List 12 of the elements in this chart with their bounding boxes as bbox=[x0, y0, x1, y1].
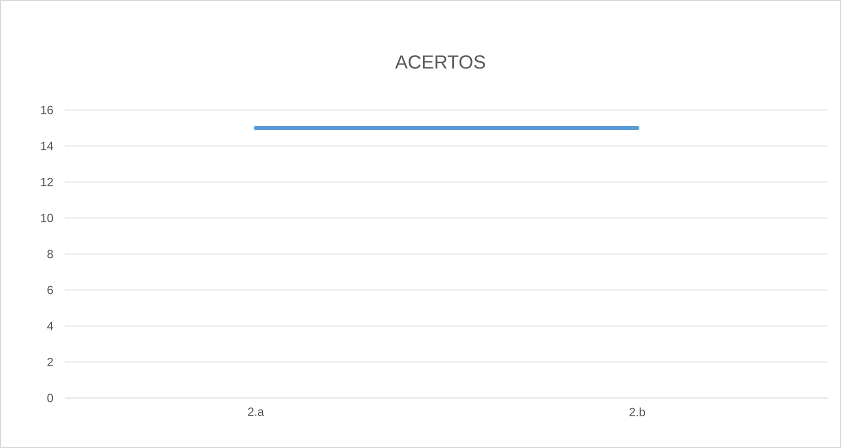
y-tick-label: 14 bbox=[41, 142, 54, 150]
y-tick-label: 12 bbox=[41, 178, 53, 186]
y-tick-label: 8 bbox=[47, 250, 53, 258]
y-tick-label: 6 bbox=[47, 286, 53, 294]
y-tick-label: 2 bbox=[47, 358, 53, 366]
y-tick-label: 10 bbox=[41, 214, 54, 222]
y-tick-label: 0 bbox=[47, 394, 54, 402]
chart-title: ACERTOS bbox=[395, 55, 486, 69]
y-tick-label: 16 bbox=[41, 106, 53, 114]
x-tick-label: 2.b bbox=[630, 408, 646, 416]
y-tick-label: 4 bbox=[47, 322, 54, 330]
x-tick-label: 2.a bbox=[248, 408, 264, 416]
